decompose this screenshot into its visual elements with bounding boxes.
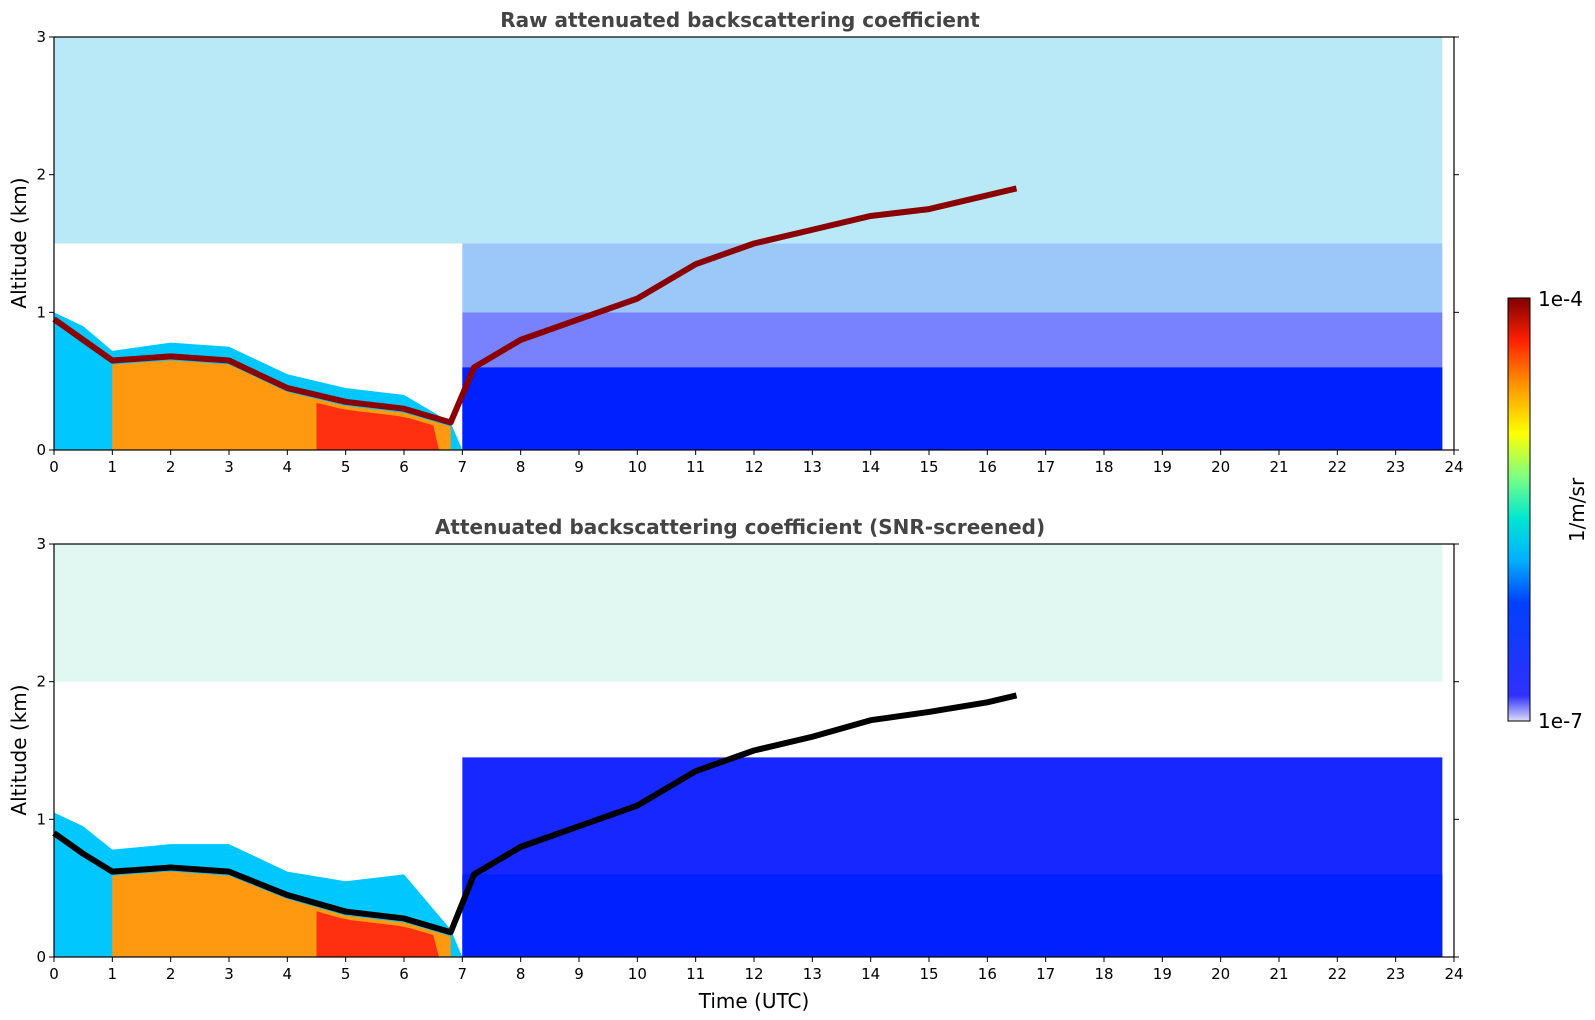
x-tick-label: 12 [744, 965, 763, 983]
noise-background [462, 243, 1443, 313]
layer-top-line [52, 185, 1018, 426]
x-tick-label: 4 [283, 458, 293, 476]
plot-area [52, 544, 1454, 957]
colorbar-min-label: 1e-7 [1538, 709, 1583, 733]
x-tick-label: 23 [1386, 458, 1405, 476]
noise-background [54, 544, 1443, 682]
axis-ticks: 0 1 2 3 4 5 6 7 8 9 10 11 12 13 14 15 16 17 18 19 20 21 22 23 24… [36, 28, 1463, 476]
x-tick-label: 12 [744, 458, 763, 476]
x-tick-label: 3 [224, 965, 234, 983]
x-tick-label: 6 [399, 458, 409, 476]
x-tick-label: 11 [686, 965, 705, 983]
x-tick-label: 11 [686, 458, 705, 476]
x-tick-label: 23 [1386, 965, 1405, 983]
y-tick-label: 1 [36, 303, 46, 321]
x-tick-label: 21 [1269, 458, 1288, 476]
x-tick-label: 7 [458, 965, 468, 983]
boundary-layer-core [316, 911, 439, 957]
x-tick-label: 14 [861, 965, 880, 983]
plot-area [52, 37, 1454, 450]
x-tick-label: 18 [1094, 965, 1113, 983]
x-tick-label: 19 [1153, 965, 1172, 983]
x-tick-label: 18 [1094, 458, 1113, 476]
axis-ticks: 0 1 2 3 4 5 6 7 8 9 10 11 12 13 14 15 16 17 18 19 20 21 22 23 24… [36, 535, 1463, 983]
panel-title: Raw attenuated backscattering coefficien… [500, 8, 980, 32]
x-tick-label: 17 [1036, 965, 1055, 983]
x-tick-label: 5 [341, 458, 351, 476]
x-tick-label: 10 [628, 458, 647, 476]
x-tick-label: 22 [1328, 965, 1347, 983]
colorbar-max-label: 1e-4 [1538, 287, 1583, 311]
x-tick-label: 8 [516, 965, 526, 983]
x-tick-label: 15 [919, 965, 938, 983]
x-tick-label: 8 [516, 458, 526, 476]
x-tick-label: 14 [861, 458, 880, 476]
x-tick-label: 16 [978, 458, 997, 476]
noise-background [54, 37, 1443, 244]
x-tick-label: 22 [1328, 458, 1347, 476]
x-tick-label: 17 [1036, 458, 1055, 476]
x-tick-label: 7 [458, 458, 468, 476]
x-tick-label: 10 [628, 965, 647, 983]
x-tick-label: 2 [166, 965, 176, 983]
x-tick-label: 6 [399, 965, 409, 983]
x-tick-label: 5 [341, 965, 351, 983]
x-tick-label: 16 [978, 965, 997, 983]
panel-title: Attenuated backscattering coefficient (S… [435, 515, 1045, 539]
y-tick-label: 3 [36, 28, 46, 46]
colorbar: 1e-4 1e-7 1/m/sr [1507, 287, 1589, 733]
boundary-layer-core [316, 402, 439, 450]
x-tick-label: 19 [1153, 458, 1172, 476]
x-tick-label: 24 [1444, 965, 1463, 983]
x-axis-label: Time (UTC) [698, 989, 810, 1013]
aerosol-background [462, 367, 1443, 450]
x-tick-label: 9 [574, 458, 584, 476]
y-tick-label: 0 [36, 948, 46, 966]
x-tick-label: 0 [49, 458, 59, 476]
x-tick-label: 3 [224, 458, 234, 476]
x-tick-label: 24 [1444, 458, 1463, 476]
x-tick-label: 13 [803, 965, 822, 983]
y-axis-label: Altitude (km) [7, 684, 31, 815]
layer-top-line [52, 692, 1018, 936]
y-tick-label: 1 [36, 810, 46, 828]
x-tick-label: 21 [1269, 965, 1288, 983]
x-tick-label: 0 [49, 965, 59, 983]
y-tick-label: 2 [36, 673, 46, 691]
panel-raw: Raw attenuated backscattering coefficien… [7, 8, 1464, 476]
colorbar-label: 1/m/sr [1565, 477, 1589, 542]
aerosol-background [462, 874, 1443, 957]
y-tick-label: 0 [36, 441, 46, 459]
x-tick-label: 4 [283, 965, 293, 983]
x-tick-label: 1 [108, 458, 118, 476]
x-tick-label: 1 [108, 965, 118, 983]
x-tick-label: 9 [574, 965, 584, 983]
y-tick-label: 3 [36, 535, 46, 553]
panel-screened: Attenuated backscattering coefficient (S… [7, 515, 1464, 1013]
x-tick-label: 15 [919, 458, 938, 476]
y-axis-label: Altitude (km) [7, 177, 31, 308]
x-tick-label: 20 [1211, 965, 1230, 983]
x-tick-label: 20 [1211, 458, 1230, 476]
colorbar-gradient [1507, 297, 1531, 722]
x-tick-label: 13 [803, 458, 822, 476]
y-tick-label: 2 [36, 166, 46, 184]
x-tick-label: 2 [166, 458, 176, 476]
